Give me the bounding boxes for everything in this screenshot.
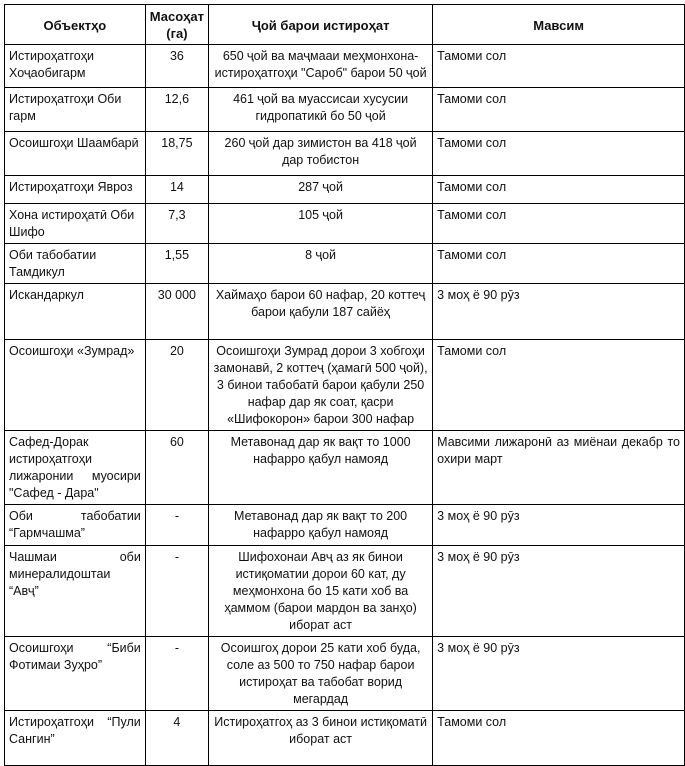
- cell-object: Осоишгоҳи “Биби Фотимаи Зуҳро”: [4, 636, 146, 711]
- cell-season: Тамоми сол: [432, 44, 685, 88]
- cell-season: Тамоми сол: [432, 339, 685, 431]
- cell-area: 4: [144, 710, 210, 766]
- cell-season: 3 моҳ ё 90 рӯз: [432, 283, 685, 340]
- cell-capacity: Хаймаҳо барои 60 нафар, 20 коттеҷ барои …: [208, 283, 434, 340]
- cell-season: Мавсими лижаронӣ аз миёнаи декабр то охи…: [432, 430, 685, 505]
- cell-season: Тамоми сол: [432, 131, 685, 176]
- cell-capacity: 287 ҷой: [208, 175, 434, 204]
- cell-capacity: 105 ҷой: [208, 203, 434, 244]
- cell-object: Чашмаи оби минералидоштаи “Авҷ”: [4, 545, 146, 637]
- table-row: Сафед-Дорак истироҳатгоҳи лижаронии муос…: [4, 430, 685, 505]
- header-season: Мавсим: [432, 4, 685, 45]
- cell-object: Истироҳатгоҳи Явроз: [4, 175, 146, 204]
- header-capacity: Ҷой барои истироҳат: [208, 4, 434, 45]
- cell-object: Осоишгоҳи «Зумрад»: [4, 339, 146, 431]
- table-row: Оби табобатии “Гармчашма” - Метавонад дар …: [4, 504, 685, 546]
- cell-season: 3 моҳ ё 90 рӯз: [432, 636, 685, 711]
- cell-season: Тамоми сол: [432, 87, 685, 132]
- table-row: Хона истироҳатӣ Оби Шифо 7,3 105 ҷой Тамоми…: [4, 203, 685, 244]
- cell-area: -: [144, 504, 210, 546]
- cell-season: Тамоми сол: [432, 710, 685, 766]
- header-area: Масоҳат (га): [144, 4, 210, 45]
- cell-object: Истироҳатгоҳи “Пули Сангин”: [4, 710, 146, 766]
- header-row: Объектҳо Масоҳат (га) Ҷой барои истироҳа…: [4, 4, 685, 45]
- cell-season: Тамоми сол: [432, 243, 685, 284]
- cell-area: 7,3: [144, 203, 210, 244]
- cell-area: 20: [144, 339, 210, 431]
- table-row: Искандаркул 30 000 Хаймаҳо барои 60 нафар,…: [4, 283, 685, 340]
- table-row: Осоишгоҳи “Биби Фотимаи Зуҳро” - Осоишгоҳ …: [4, 636, 685, 711]
- cell-object: Истироҳатгоҳи Хоҷаобигарм: [4, 44, 146, 88]
- table-row: Истироҳатгоҳи “Пули Сангин” 4 Истироҳатгоҳ…: [4, 710, 685, 766]
- header-object: Объектҳо: [4, 4, 146, 45]
- table-row: Осоишгоҳи «Зумрад» 20 Осоишгоҳи Зумрад дор…: [4, 339, 685, 431]
- cell-capacity: Истироҳатгоҳ аз 3 бинои истиқоматӣ ибора…: [208, 710, 434, 766]
- cell-capacity: Осоишгоҳ дорои 25 кати хоб буда, соле аз…: [208, 636, 434, 711]
- table-row: Истироҳатгоҳи Хоҷаобигарм 36 650 ҷой ва ма…: [4, 44, 685, 88]
- cell-object: Искандаркул: [4, 283, 146, 340]
- cell-capacity: 461 ҷой ва муассисаи хусусии гидропатикӣ…: [208, 87, 434, 132]
- cell-object: Оби табобатии “Гармчашма”: [4, 504, 146, 546]
- cell-season: 3 моҳ ё 90 рӯз: [432, 504, 685, 546]
- resorts-table: Объектҳо Масоҳат (га) Ҷой барои истироҳа…: [4, 4, 685, 766]
- table-row: Чашмаи оби минералидоштаи “Авҷ” - Шифохона…: [4, 545, 685, 637]
- cell-object: Оби табобатии Тамдикул: [4, 243, 146, 284]
- cell-area: 36: [144, 44, 210, 88]
- cell-capacity: 8 ҷой: [208, 243, 434, 284]
- cell-season: Тамоми сол: [432, 203, 685, 244]
- cell-capacity: Метавонад дар як вақт то 200 нафарро қаб…: [208, 504, 434, 546]
- cell-object: Хона истироҳатӣ Оби Шифо: [4, 203, 146, 244]
- cell-object: Осоишгоҳи Шаамбарӣ: [4, 131, 146, 176]
- table-row: Оби табобатии Тамдикул 1,55 8 ҷой Тамоми со…: [4, 243, 685, 284]
- cell-area: 30 000: [144, 283, 210, 340]
- cell-capacity: Осоишгоҳи Зумрад дорои 3 хобгоҳи замонав…: [208, 339, 434, 431]
- cell-area: 14: [144, 175, 210, 204]
- cell-area: 1,55: [144, 243, 210, 284]
- cell-area: 12,6: [144, 87, 210, 132]
- table-row: Осоишгоҳи Шаамбарӣ 18,75 260 ҷой дар зимис…: [4, 131, 685, 176]
- cell-season: Тамоми сол: [432, 175, 685, 204]
- table-row: Истироҳатгоҳи Явроз 14 287 ҷой Тамоми сол: [4, 175, 685, 204]
- cell-capacity: 650 ҷой ва маҷмааи меҳмонхона-истироҳатг…: [208, 44, 434, 88]
- cell-area: 18,75: [144, 131, 210, 176]
- cell-season: 3 моҳ ё 90 рӯз: [432, 545, 685, 637]
- table-row: Истироҳатгоҳи Оби гарм 12,6 461 ҷой ва муа…: [4, 87, 685, 132]
- cell-object: Сафед-Дорак истироҳатгоҳи лижаронии муос…: [4, 430, 146, 505]
- cell-object: Истироҳатгоҳи Оби гарм: [4, 87, 146, 132]
- cell-capacity: Метавонад дар як вақт то 1000 нафарро қа…: [208, 430, 434, 505]
- cell-area: 60: [144, 430, 210, 505]
- cell-capacity: Шифохонаи Авҷ аз як бинои истиқоматии до…: [208, 545, 434, 637]
- cell-capacity: 260 ҷой дар зимистон ва 418 ҷой дар тоби…: [208, 131, 434, 176]
- cell-area: -: [144, 636, 210, 711]
- cell-area: -: [144, 545, 210, 637]
